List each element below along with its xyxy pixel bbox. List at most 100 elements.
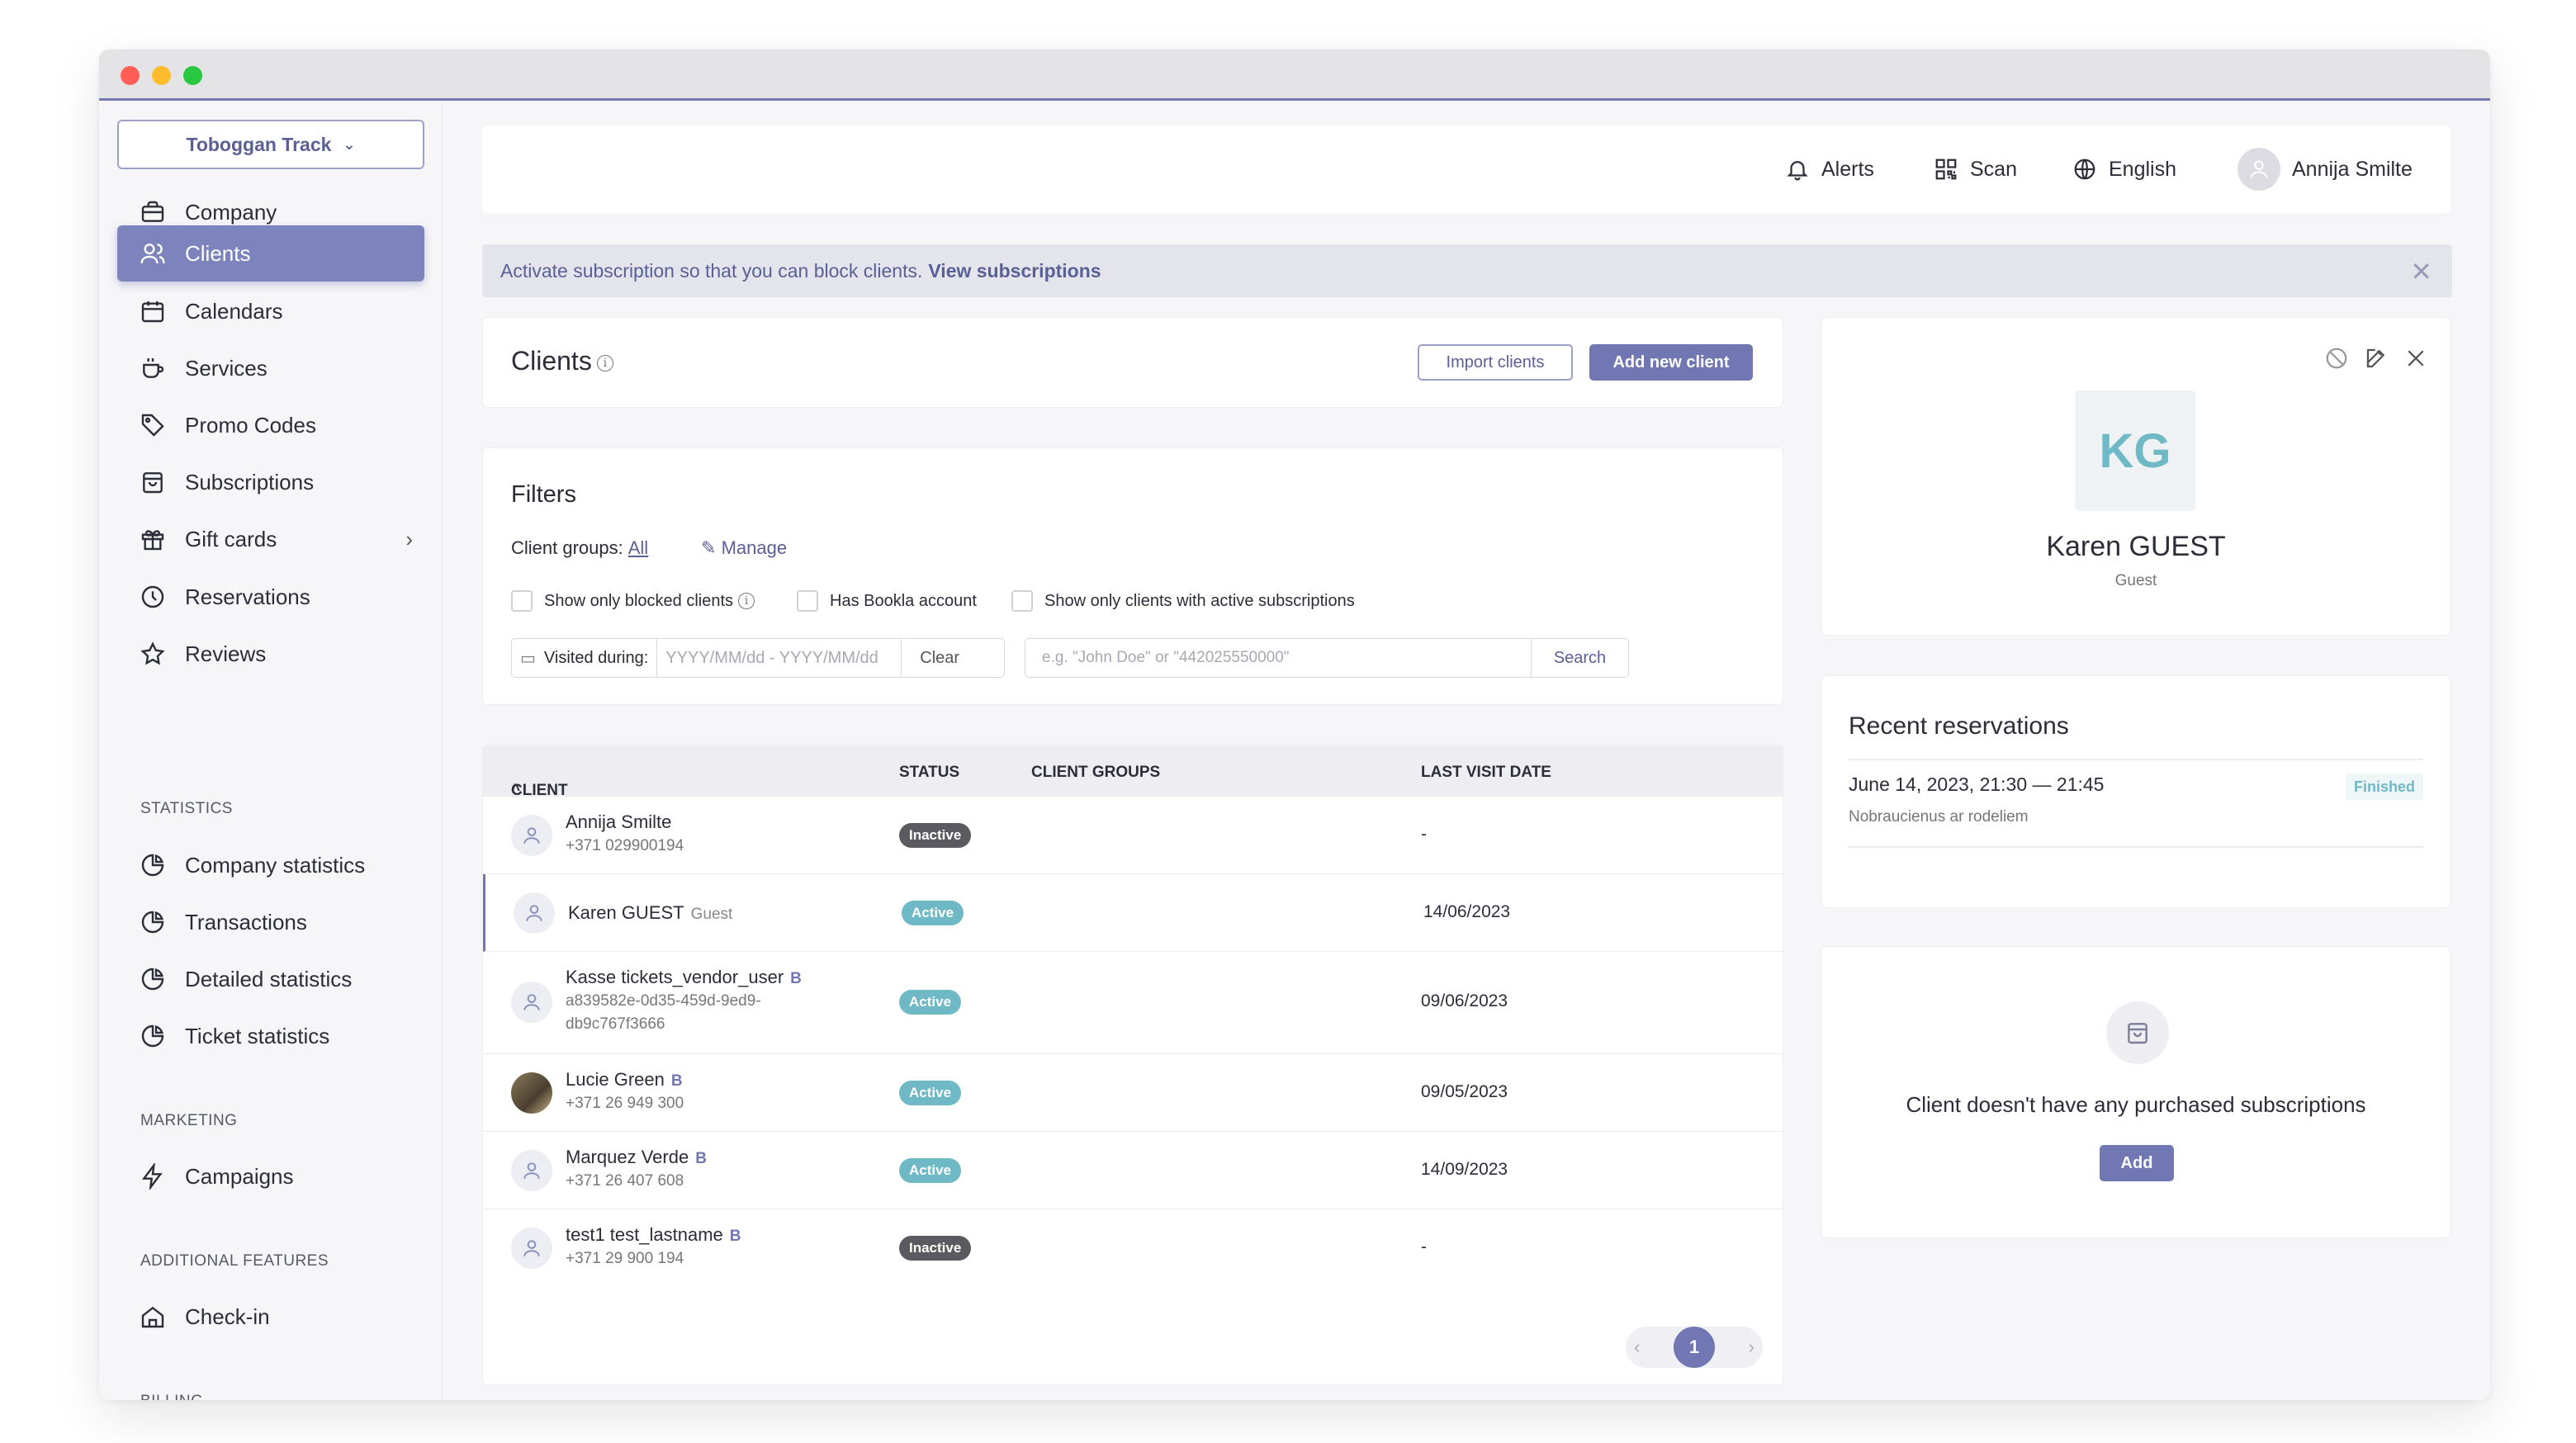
checkbox-box[interactable] — [797, 590, 818, 612]
search-button[interactable]: Search — [1531, 639, 1628, 677]
sidebar-item-promo-codes[interactable]: Promo Codes — [117, 397, 424, 453]
subscription-banner: Activate subscription so that you can bl… — [482, 244, 2452, 297]
pie-chart-icon — [139, 965, 167, 993]
recent-reservations-title: Recent reservations — [1849, 712, 2069, 740]
client-search: e.g. "John Doe" or "442025550000" Search — [1025, 638, 1629, 678]
avatar — [511, 815, 552, 856]
sidebar-item-reviews[interactable]: Reviews — [117, 626, 424, 682]
sidebar-item-transactions[interactable]: Transactions — [117, 894, 424, 950]
user-menu[interactable]: Annija Smilte — [2237, 125, 2413, 213]
sidebar-item-company-statistics[interactable]: Company statistics — [117, 837, 424, 893]
reservation-service: Nobraucienus ar rodeliem — [1849, 808, 2029, 826]
pie-chart-icon — [139, 851, 167, 879]
sidebar-item-gift-cards[interactable]: Gift cards › — [117, 511, 424, 567]
qr-code-icon — [1935, 158, 1957, 180]
page-1-button[interactable]: 1 — [1674, 1327, 1715, 1368]
maximize-window-button[interactable] — [183, 66, 202, 85]
last-visit-date: - — [1421, 825, 1427, 844]
checkbox-label: Show only clients with active subscripti… — [1044, 591, 1355, 610]
column-client-label: CLIENT — [511, 782, 568, 799]
close-window-button[interactable] — [121, 66, 140, 85]
last-visit-date: 09/06/2023 — [1421, 991, 1508, 1010]
clear-button[interactable]: Clear — [920, 648, 960, 667]
sidebar-item-services[interactable]: Services — [117, 340, 424, 396]
calendar-icon — [139, 297, 167, 325]
next-page-button[interactable]: › — [1748, 1337, 1754, 1357]
section-heading-billing: BILLING — [140, 1393, 203, 1400]
chevron-down-icon: ⌄ — [343, 135, 356, 153]
active-subscriptions-checkbox[interactable]: Show only clients with active subscripti… — [1011, 590, 1355, 612]
star-icon — [139, 640, 167, 668]
last-visit-date: 14/06/2023 — [1423, 902, 1511, 921]
table-row[interactable]: Kasse tickets_vendor_user B a839582e-0d35… — [483, 952, 1783, 1054]
company-selector[interactable]: Toboggan Track ⌄ — [117, 120, 424, 169]
close-icon[interactable] — [2403, 346, 2428, 371]
sidebar-item-clients[interactable]: Clients — [117, 225, 424, 282]
user-name: Annija Smilte — [2292, 157, 2413, 181]
clients-table: CLIENT ^ STATUS CLIENT GROUPS LAST VISIT… — [482, 745, 1783, 1385]
prev-page-button[interactable]: ‹ — [1634, 1337, 1641, 1357]
info-icon[interactable]: i — [738, 593, 755, 609]
manage-groups-link[interactable]: ✎ Manage — [701, 537, 787, 559]
client-initials: KG — [2075, 390, 2195, 511]
bookla-account-checkbox[interactable]: Has Bookla account — [797, 590, 977, 612]
status-badge: Active — [902, 901, 964, 925]
table-row[interactable]: Marquez Verde B +371 26 407 608 Active 14… — [483, 1132, 1783, 1209]
column-last-visit: LAST VISIT DATE — [1421, 764, 1551, 781]
sidebar-item-detailed-statistics[interactable]: Detailed statistics — [117, 951, 424, 1007]
sidebar-item-check-in[interactable]: Check-in — [117, 1289, 424, 1345]
home-icon — [139, 1303, 167, 1331]
language-selector[interactable]: English — [2072, 125, 2176, 213]
client-name-text: Lucie Green — [566, 1069, 665, 1090]
table-row[interactable]: Karen GUEST Guest Active 14/06/2023 — [483, 874, 1783, 952]
status-badge: Finished — [2345, 774, 2423, 800]
info-icon[interactable]: i — [596, 354, 613, 371]
date-range-input[interactable]: YYYY/MM/dd - YYYY/MM/dd — [657, 639, 902, 677]
search-input[interactable]: e.g. "John Doe" or "442025550000" — [1042, 649, 1290, 666]
client-name-text: Kasse tickets_vendor_user — [566, 967, 784, 987]
page-title: Clients i — [511, 346, 613, 376]
client-groups-all-link[interactable]: All — [627, 537, 649, 558]
view-subscriptions-link[interactable]: View subscriptions — [928, 259, 1101, 282]
sort-asc-icon: ^ — [511, 782, 521, 799]
visited-label: Visited during: — [543, 648, 649, 667]
alerts-button[interactable]: Alerts — [1785, 125, 1874, 213]
divider — [1849, 846, 2423, 848]
status-badge: Active — [899, 1081, 962, 1105]
blocked-clients-checkbox[interactable]: Show only blocked clients i — [511, 590, 755, 612]
block-icon[interactable] — [2324, 346, 2349, 371]
client-name: Karen GUEST Guest — [568, 902, 732, 924]
client-subscriptions-card: Client doesn't have any purchased subscr… — [1821, 946, 2451, 1238]
add-subscription-button[interactable]: Add — [2100, 1145, 2174, 1181]
scan-button[interactable]: Scan — [1934, 125, 2017, 213]
sidebar-item-label: Clients — [185, 240, 251, 266]
table-row[interactable]: test1 test_lastname B +371 29 900 194 Ina… — [483, 1209, 1783, 1287]
status-badge: Active — [899, 990, 962, 1015]
sidebar: Toboggan Track ⌄ Company Clients Calenda… — [99, 103, 443, 1400]
sidebar-item-subscriptions[interactable]: Subscriptions — [117, 454, 424, 510]
status-badge: Active — [899, 1158, 962, 1183]
table-row[interactable]: Lucie Green B +371 26 949 300 Active 09/0… — [483, 1054, 1783, 1132]
sidebar-item-ticket-statistics[interactable]: Ticket statistics — [117, 1008, 424, 1064]
last-visit-date: 14/09/2023 — [1421, 1160, 1508, 1179]
checkbox-box[interactable] — [511, 590, 533, 612]
sidebar-item-company[interactable]: Company — [117, 184, 424, 240]
edit-icon[interactable] — [2364, 346, 2389, 371]
sidebar-item-reservations[interactable]: Reservations — [117, 569, 424, 625]
close-icon[interactable]: ✕ — [2410, 257, 2432, 286]
client-groups-label: Client groups: — [511, 537, 623, 558]
client-name: test1 test_lastname B — [566, 1224, 741, 1246]
filters-title: Filters — [511, 481, 576, 508]
sidebar-item-calendars[interactable]: Calendars — [117, 283, 424, 339]
reservation-time[interactable]: June 14, 2023, 21:30 — 21:45 — [1849, 774, 2105, 795]
import-clients-button[interactable]: Import clients — [1418, 344, 1573, 381]
add-new-client-button[interactable]: Add new client — [1589, 344, 1753, 381]
sidebar-item-campaigns[interactable]: Campaigns — [117, 1148, 424, 1204]
pencil-icon: ✎ — [701, 537, 717, 558]
user-icon — [523, 994, 540, 1010]
table-row[interactable]: Annija Smilte +371 029900194 Inactive - — [483, 797, 1783, 874]
checkbox-box[interactable] — [1011, 590, 1033, 612]
sidebar-item-label: Ticket statistics — [185, 1023, 330, 1048]
minimize-window-button[interactable] — [152, 66, 171, 85]
client-id-line-2: db9c767f3666 — [566, 1015, 665, 1033]
